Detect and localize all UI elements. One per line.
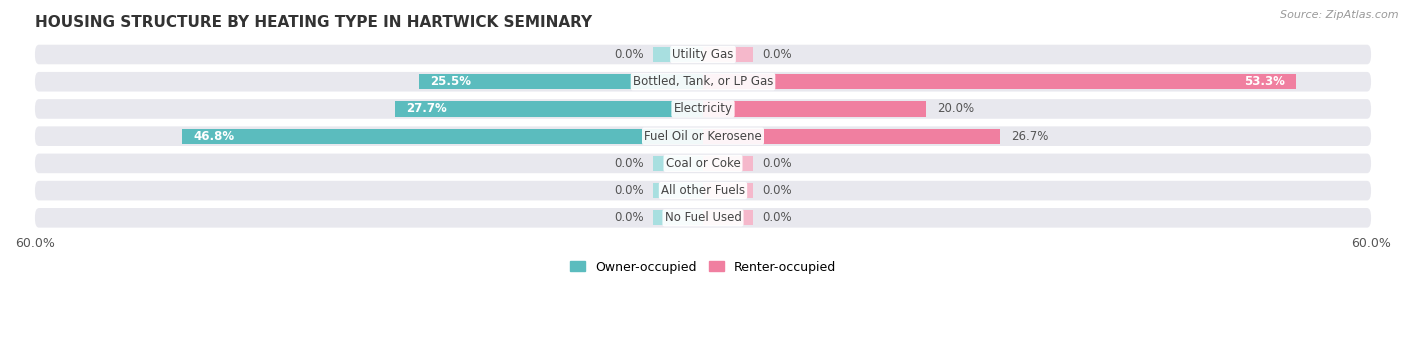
Bar — [703, 47, 754, 62]
Text: 0.0%: 0.0% — [762, 184, 792, 197]
Text: 0.0%: 0.0% — [762, 157, 792, 170]
Text: 0.0%: 0.0% — [614, 184, 644, 197]
Text: 0.0%: 0.0% — [762, 48, 792, 61]
Text: 25.5%: 25.5% — [430, 75, 471, 88]
Text: 26.7%: 26.7% — [1011, 130, 1049, 143]
Text: Fuel Oil or Kerosene: Fuel Oil or Kerosene — [644, 130, 762, 143]
Bar — [703, 101, 925, 117]
Text: 0.0%: 0.0% — [762, 211, 792, 224]
FancyBboxPatch shape — [35, 72, 1371, 91]
Text: Source: ZipAtlas.com: Source: ZipAtlas.com — [1281, 10, 1399, 20]
Text: Bottled, Tank, or LP Gas: Bottled, Tank, or LP Gas — [633, 75, 773, 88]
FancyBboxPatch shape — [35, 99, 1371, 119]
Text: 20.0%: 20.0% — [936, 102, 974, 116]
Text: 27.7%: 27.7% — [406, 102, 447, 116]
FancyBboxPatch shape — [35, 45, 1371, 64]
Bar — [703, 183, 754, 198]
Text: 0.0%: 0.0% — [614, 211, 644, 224]
Text: HOUSING STRUCTURE BY HEATING TYPE IN HARTWICK SEMINARY: HOUSING STRUCTURE BY HEATING TYPE IN HAR… — [35, 15, 592, 30]
Bar — [419, 74, 703, 89]
Text: Utility Gas: Utility Gas — [672, 48, 734, 61]
Bar — [652, 183, 703, 198]
Text: All other Fuels: All other Fuels — [661, 184, 745, 197]
Bar — [703, 74, 1296, 89]
Bar — [703, 156, 754, 171]
Text: Coal or Coke: Coal or Coke — [665, 157, 741, 170]
Text: 0.0%: 0.0% — [614, 157, 644, 170]
Bar — [703, 129, 1000, 144]
FancyBboxPatch shape — [35, 153, 1371, 173]
Text: No Fuel Used: No Fuel Used — [665, 211, 741, 224]
Bar — [652, 210, 703, 225]
Bar — [395, 101, 703, 117]
Text: 0.0%: 0.0% — [614, 48, 644, 61]
Text: 46.8%: 46.8% — [193, 130, 235, 143]
Legend: Owner-occupied, Renter-occupied: Owner-occupied, Renter-occupied — [565, 255, 841, 279]
FancyBboxPatch shape — [35, 181, 1371, 201]
Bar — [703, 210, 754, 225]
FancyBboxPatch shape — [35, 208, 1371, 228]
Text: 53.3%: 53.3% — [1244, 75, 1285, 88]
Bar — [652, 47, 703, 62]
Bar — [652, 156, 703, 171]
FancyBboxPatch shape — [35, 127, 1371, 146]
Bar — [181, 129, 703, 144]
Text: Electricity: Electricity — [673, 102, 733, 116]
